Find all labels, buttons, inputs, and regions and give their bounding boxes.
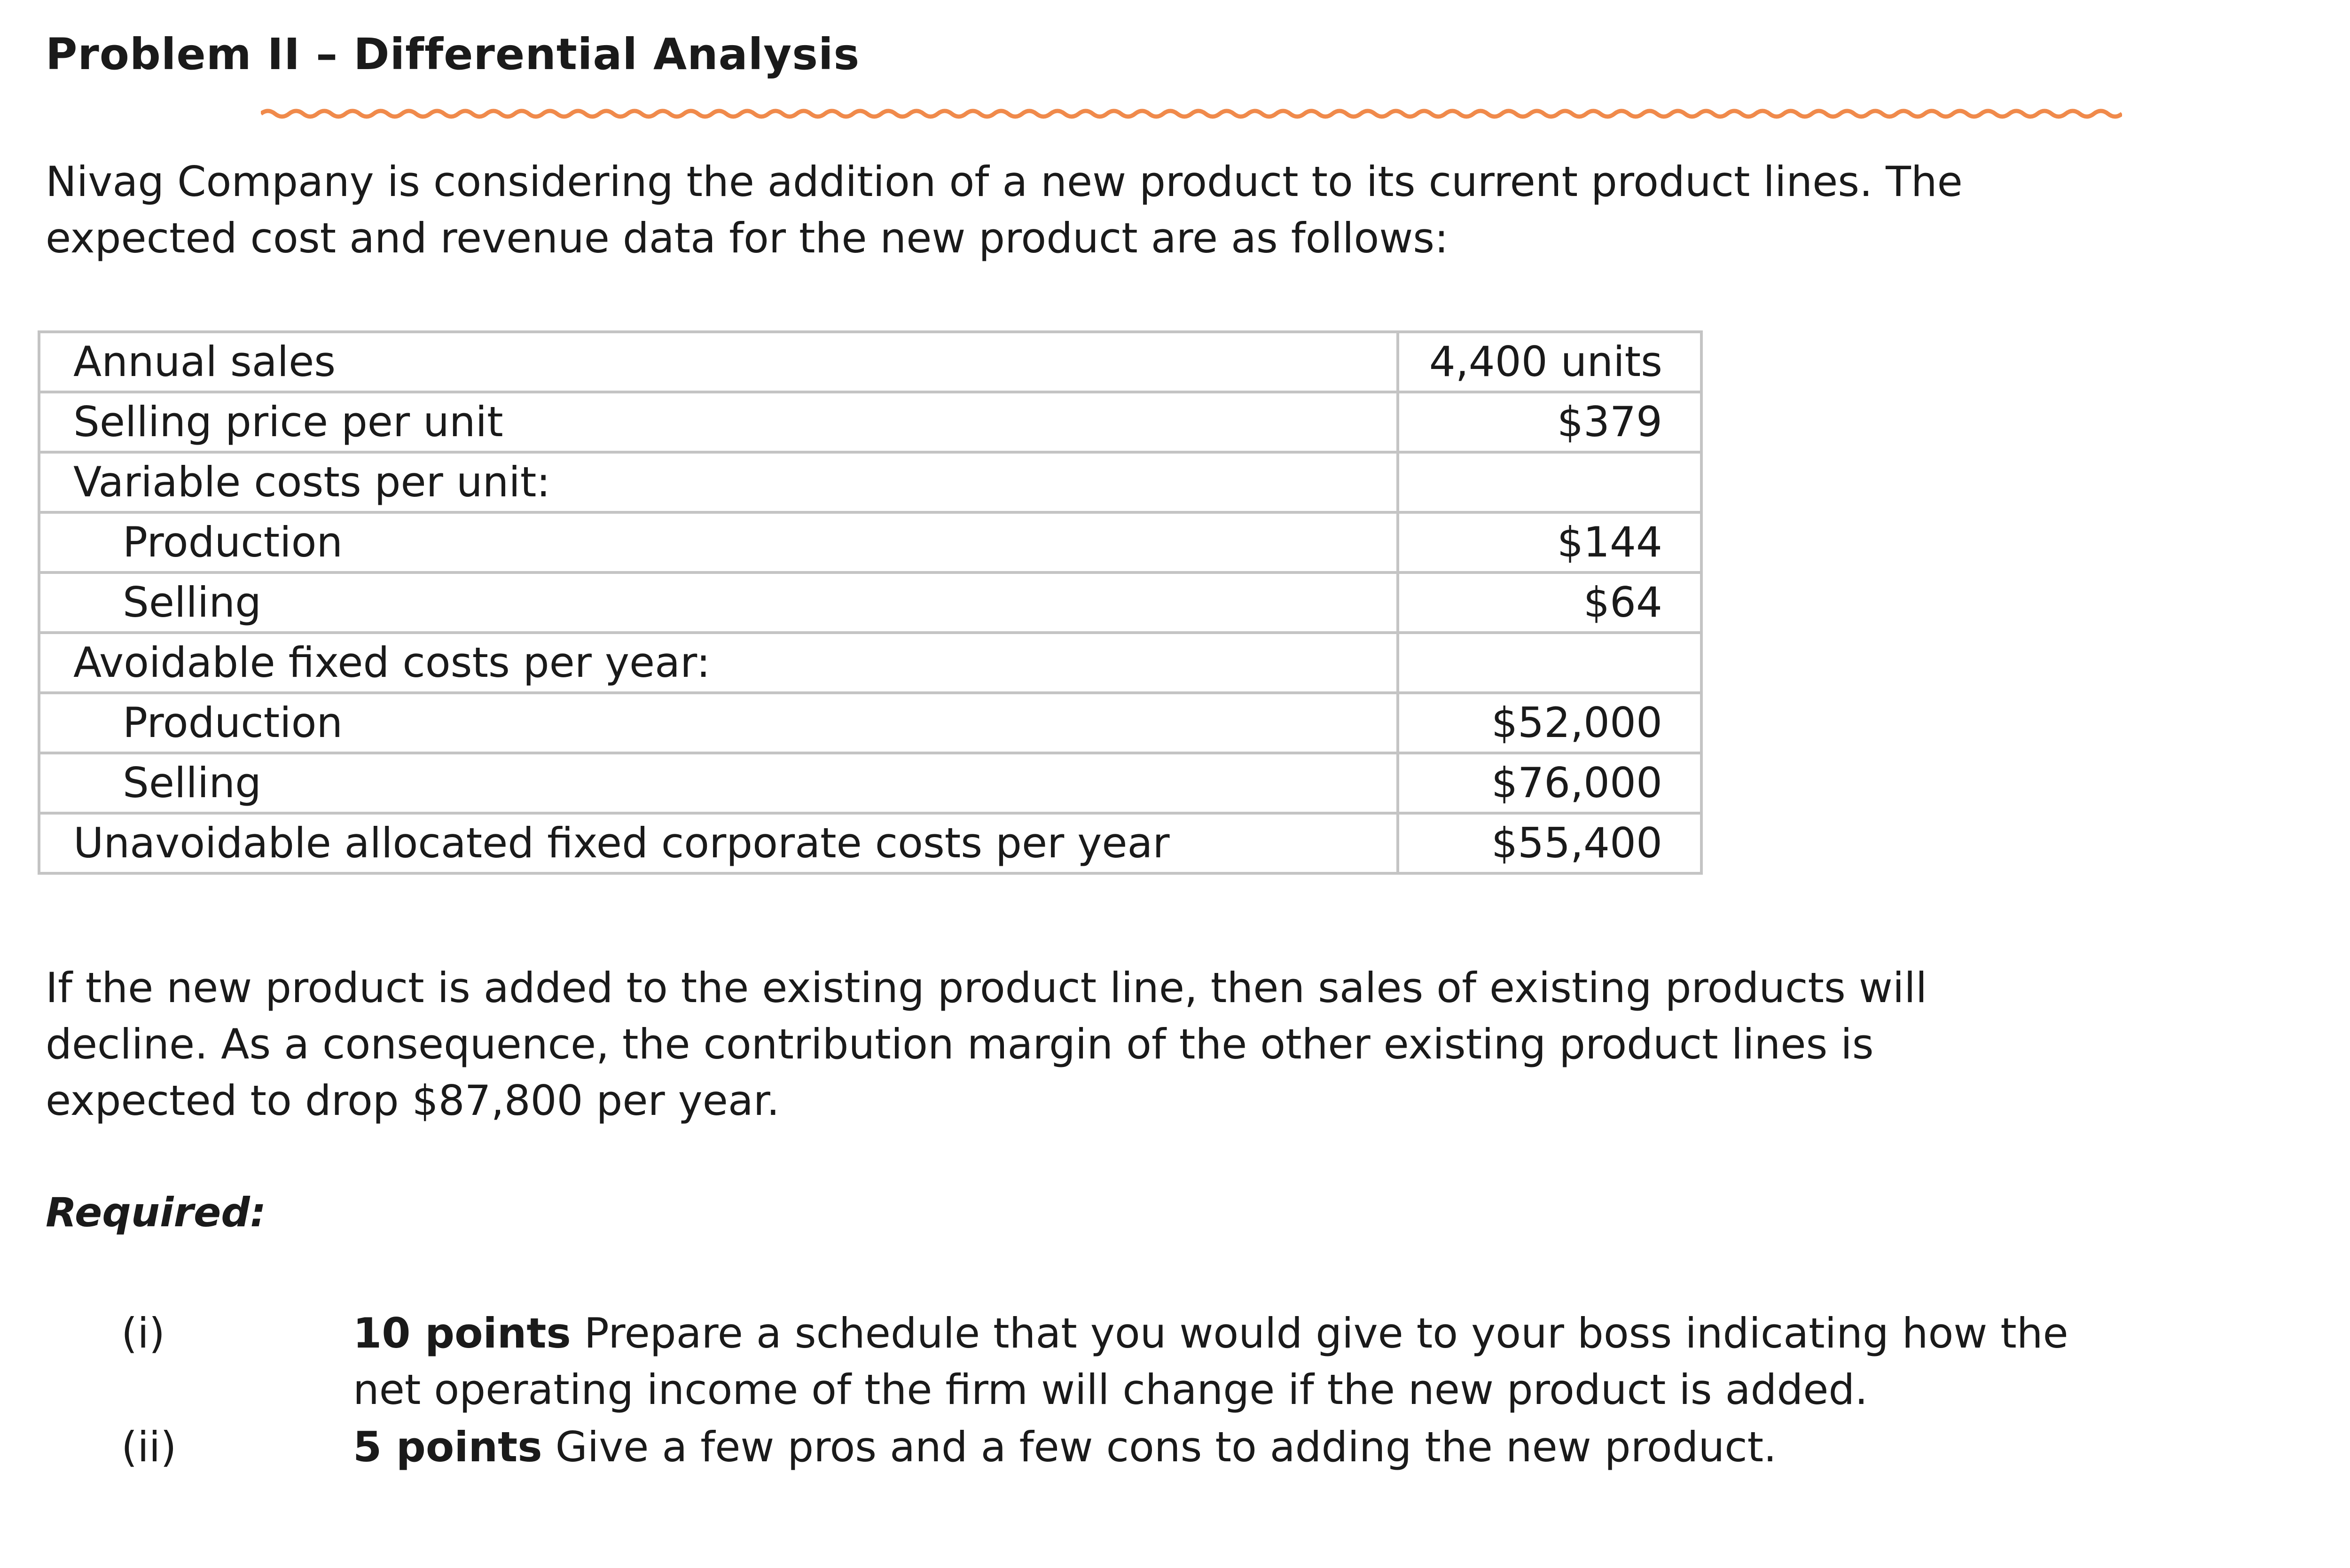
requirement-points: 5 points — [353, 1423, 542, 1471]
row-value: $52,000 — [1396, 691, 1703, 754]
squiggle-underline — [261, 109, 2122, 119]
table-row: Variable costs per unit: — [38, 451, 1703, 514]
table-row: Avoidable fixed costs per year: — [38, 631, 1703, 694]
row-value: $144 — [1396, 511, 1703, 574]
requirement-number-i: (i) — [121, 1309, 165, 1357]
row-label: Unavoidable allocated fixed corporate co… — [38, 812, 1399, 875]
table-row: Selling $76,000 — [38, 752, 1703, 815]
row-value: $64 — [1396, 571, 1703, 634]
intro-line: expected cost and revenue data for the n… — [46, 214, 1449, 262]
row-value — [1396, 631, 1703, 694]
requirement-text: Give a few pros and a few cons to adding… — [555, 1423, 1777, 1471]
row-label: Selling price per unit — [38, 391, 1399, 454]
row-label: Selling — [38, 752, 1399, 815]
row-label: Variable costs per unit: — [38, 451, 1399, 514]
row-value — [1396, 451, 1703, 514]
requirement-text: net operating income of the firm will ch… — [353, 1365, 1868, 1414]
row-value: $55,400 — [1396, 812, 1703, 875]
consequence-line: If the new product is added to the exist… — [46, 964, 1927, 1012]
row-label: Production — [38, 511, 1399, 574]
table-row: Selling price per unit $379 — [38, 391, 1703, 454]
consequence-line: expected to drop $87,800 per year. — [46, 1076, 780, 1125]
intro-paragraph: Nivag Company is considering the additio… — [46, 154, 1963, 267]
consequence-paragraph: If the new product is added to the exist… — [46, 960, 1927, 1129]
requirement-points: 10 points — [353, 1309, 571, 1357]
row-value: $379 — [1396, 391, 1703, 454]
requirement-text: Prepare a schedule that you would give t… — [584, 1309, 2068, 1357]
table-row: Annual sales 4,400 units — [38, 330, 1703, 393]
requirement-ii: 5 points Give a few pros and a few cons … — [353, 1419, 1777, 1475]
problem-title: Problem II – Differential Analysis — [46, 29, 860, 79]
requirement-i: 10 points Prepare a schedule that you wo… — [353, 1305, 2068, 1418]
row-label: Production — [38, 691, 1399, 754]
cost-revenue-table: Annual sales 4,400 units Selling price per… — [38, 330, 1703, 875]
table-row: Unavoidable allocated fixed corporate co… — [38, 812, 1703, 875]
row-value: $76,000 — [1396, 752, 1703, 815]
row-label: Annual sales — [38, 330, 1399, 393]
consequence-line: decline. As a consequence, the contribut… — [46, 1020, 1874, 1068]
table-row: Selling $64 — [38, 571, 1703, 634]
requirement-number-ii: (ii) — [121, 1423, 177, 1471]
row-label: Avoidable fixed costs per year: — [38, 631, 1399, 694]
table-row: Production $144 — [38, 511, 1703, 574]
intro-line: Nivag Company is considering the additio… — [46, 157, 1963, 206]
row-value: 4,400 units — [1396, 330, 1703, 393]
table-row: Production $52,000 — [38, 691, 1703, 754]
required-heading: Required: — [46, 1189, 266, 1236]
row-label: Selling — [38, 571, 1399, 634]
